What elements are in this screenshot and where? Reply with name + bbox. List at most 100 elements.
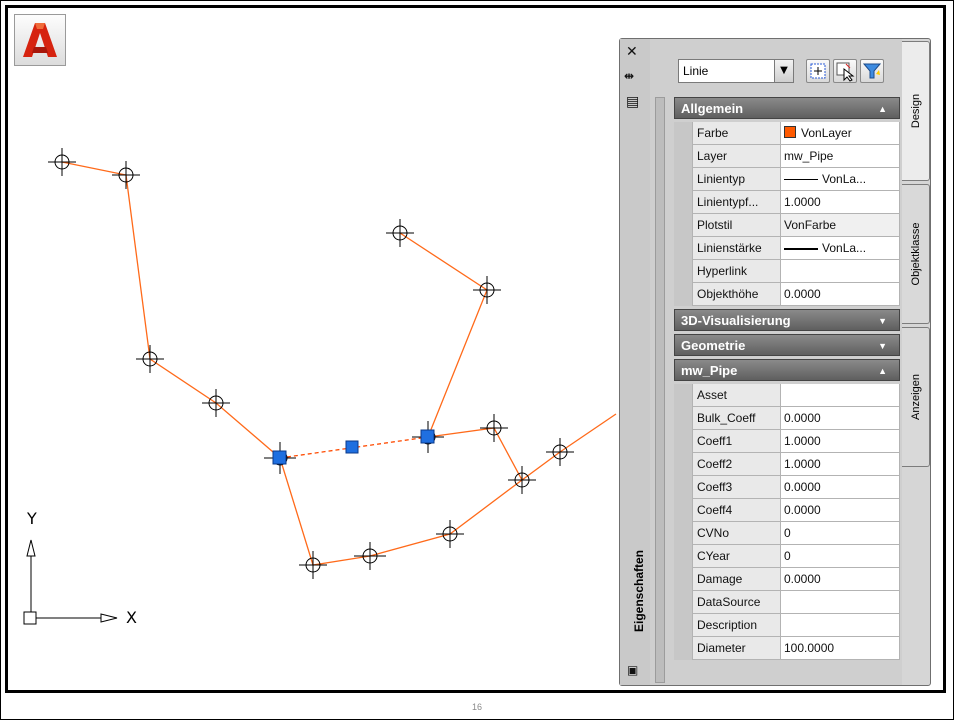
object-type-value: Linie bbox=[683, 64, 709, 78]
property-value[interactable]: 1.0000 bbox=[780, 453, 900, 476]
property-row[interactable]: Plotstil VonFarbe bbox=[674, 214, 900, 237]
chevron-up-icon[interactable]: ▲ bbox=[878, 104, 887, 114]
property-row[interactable]: Hyperlink bbox=[674, 260, 900, 283]
property-row[interactable]: CVNo 0 bbox=[674, 522, 900, 545]
selected-line[interactable] bbox=[279, 436, 429, 459]
property-value[interactable]: 0.0000 bbox=[780, 283, 900, 306]
node-marker[interactable] bbox=[473, 276, 501, 304]
property-row[interactable]: Farbe VonLayer bbox=[674, 122, 900, 145]
property-value[interactable]: 100.0000 bbox=[780, 637, 900, 660]
property-value[interactable]: 0.0000 bbox=[780, 407, 900, 430]
tab-design[interactable]: Design bbox=[902, 41, 930, 181]
toggle-pickadd-button[interactable] bbox=[806, 59, 830, 83]
property-row[interactable]: DataSource bbox=[674, 591, 900, 614]
property-row[interactable]: CYear 0 bbox=[674, 545, 900, 568]
section-3d-visualisierung[interactable]: 3D-Visualisierung ▼ bbox=[674, 309, 900, 331]
node-marker[interactable] bbox=[480, 414, 508, 442]
node-marker[interactable] bbox=[299, 551, 327, 579]
property-name: CVNo bbox=[692, 522, 780, 545]
select-objects-button[interactable] bbox=[833, 59, 857, 83]
property-value: VonFarbe bbox=[780, 214, 900, 237]
node-marker[interactable] bbox=[354, 542, 386, 570]
section-mw-pipe[interactable]: mw_Pipe ▲ bbox=[674, 359, 900, 381]
property-value[interactable]: VonLa... bbox=[780, 237, 900, 260]
node-markers bbox=[48, 148, 574, 579]
property-row[interactable]: Linientyp VonLa... bbox=[674, 168, 900, 191]
pipe-segment-west[interactable] bbox=[61, 161, 281, 459]
section-geometrie[interactable]: Geometrie ▼ bbox=[674, 334, 900, 356]
palette-scrollbar[interactable] bbox=[655, 97, 665, 683]
palette-content: Linie ▼ Allgemein ▲ Farbe VonLayer Layer mw… bbox=[650, 39, 902, 685]
pipe-segment-north[interactable] bbox=[399, 232, 488, 438]
node-marker[interactable] bbox=[202, 389, 230, 417]
properties-palette[interactable]: ✕ ⇹ ▤ Eigenschaften ▣ Linie ▼ Allgemein ▲… bbox=[619, 38, 931, 686]
node-marker[interactable] bbox=[136, 345, 164, 373]
property-row[interactable]: Coeff4 0.0000 bbox=[674, 499, 900, 522]
chevron-down-icon[interactable]: ▼ bbox=[774, 60, 793, 82]
property-value[interactable]: 1.0000 bbox=[780, 430, 900, 453]
property-value[interactable]: 0 bbox=[780, 522, 900, 545]
property-value[interactable]: 0.0000 bbox=[780, 499, 900, 522]
property-row[interactable]: Coeff3 0.0000 bbox=[674, 476, 900, 499]
chevron-up-icon[interactable]: ▲ bbox=[878, 366, 887, 376]
autocad-a-icon bbox=[23, 23, 57, 57]
palette-settings-icon[interactable]: ▣ bbox=[627, 663, 639, 677]
property-row[interactable]: Objekthöhe 0.0000 bbox=[674, 283, 900, 306]
autohide-icon[interactable]: ⇹ bbox=[624, 69, 635, 83]
select-objects-icon bbox=[836, 62, 855, 82]
property-row[interactable]: Diameter 100.0000 bbox=[674, 637, 900, 660]
grip-end[interactable] bbox=[420, 429, 435, 444]
node-marker[interactable] bbox=[436, 520, 464, 548]
property-name: Layer bbox=[692, 145, 780, 168]
ucs-y-label: Y bbox=[26, 509, 37, 528]
close-icon[interactable]: ✕ bbox=[626, 44, 638, 60]
chevron-down-icon[interactable]: ▼ bbox=[878, 316, 887, 326]
section-allgemein[interactable]: Allgemein ▲ bbox=[674, 97, 900, 119]
quick-select-button[interactable] bbox=[860, 59, 884, 83]
property-name: Hyperlink bbox=[692, 260, 780, 283]
property-value[interactable]: 1.0000 bbox=[780, 191, 900, 214]
property-row[interactable]: Damage 0.0000 bbox=[674, 568, 900, 591]
property-row[interactable]: Coeff2 1.0000 bbox=[674, 453, 900, 476]
properties-menu-icon[interactable]: ▤ bbox=[626, 94, 640, 110]
property-row[interactable]: Bulk_Coeff 0.0000 bbox=[674, 407, 900, 430]
property-value[interactable]: VonLa... bbox=[780, 168, 900, 191]
chevron-down-icon[interactable]: ▼ bbox=[878, 341, 887, 351]
property-row[interactable]: Linientypf... 1.0000 bbox=[674, 191, 900, 214]
property-value[interactable]: 0.0000 bbox=[780, 476, 900, 499]
node-marker[interactable] bbox=[48, 148, 76, 176]
property-row[interactable]: Asset bbox=[674, 384, 900, 407]
node-marker[interactable] bbox=[508, 466, 536, 494]
tab-anzeigen[interactable]: Anzeigen bbox=[902, 327, 930, 467]
property-name: Coeff2 bbox=[692, 453, 780, 476]
property-value[interactable] bbox=[780, 614, 900, 637]
property-name: Description bbox=[692, 614, 780, 637]
node-marker[interactable] bbox=[112, 161, 140, 189]
pipe-segment-south[interactable] bbox=[279, 457, 523, 566]
property-row[interactable]: Layer mw_Pipe bbox=[674, 145, 900, 168]
property-grid: Allgemein ▲ Farbe VonLayer Layer mw_Pipe Li… bbox=[674, 97, 900, 660]
tab-objektklasse[interactable]: Objektklasse bbox=[902, 184, 930, 324]
grip-start[interactable] bbox=[272, 450, 287, 465]
drawing-canvas[interactable]: Y X bbox=[8, 8, 943, 691]
property-row[interactable]: Coeff1 1.0000 bbox=[674, 430, 900, 453]
property-row[interactable]: Linienstärke VonLa... bbox=[674, 237, 900, 260]
property-name: Linientyp bbox=[692, 168, 780, 191]
property-name: Coeff3 bbox=[692, 476, 780, 499]
property-value[interactable]: VonLayer bbox=[780, 122, 900, 145]
quick-select-icon bbox=[862, 63, 882, 79]
property-value[interactable]: 0.0000 bbox=[780, 568, 900, 591]
autocad-logo[interactable] bbox=[14, 14, 66, 66]
node-marker[interactable] bbox=[546, 438, 574, 466]
property-value[interactable] bbox=[780, 260, 900, 283]
palette-title-strip[interactable]: ✕ ⇹ ▤ Eigenschaften ▣ bbox=[620, 39, 651, 685]
property-value[interactable] bbox=[780, 591, 900, 614]
property-value[interactable] bbox=[780, 384, 900, 407]
property-name: Farbe bbox=[692, 122, 780, 145]
grip-midpoint[interactable] bbox=[345, 440, 359, 454]
property-value[interactable]: mw_Pipe bbox=[780, 145, 900, 168]
property-value[interactable]: 0 bbox=[780, 545, 900, 568]
node-marker[interactable] bbox=[386, 219, 414, 247]
object-type-select[interactable]: Linie ▼ bbox=[678, 59, 794, 83]
property-row[interactable]: Description bbox=[674, 614, 900, 637]
